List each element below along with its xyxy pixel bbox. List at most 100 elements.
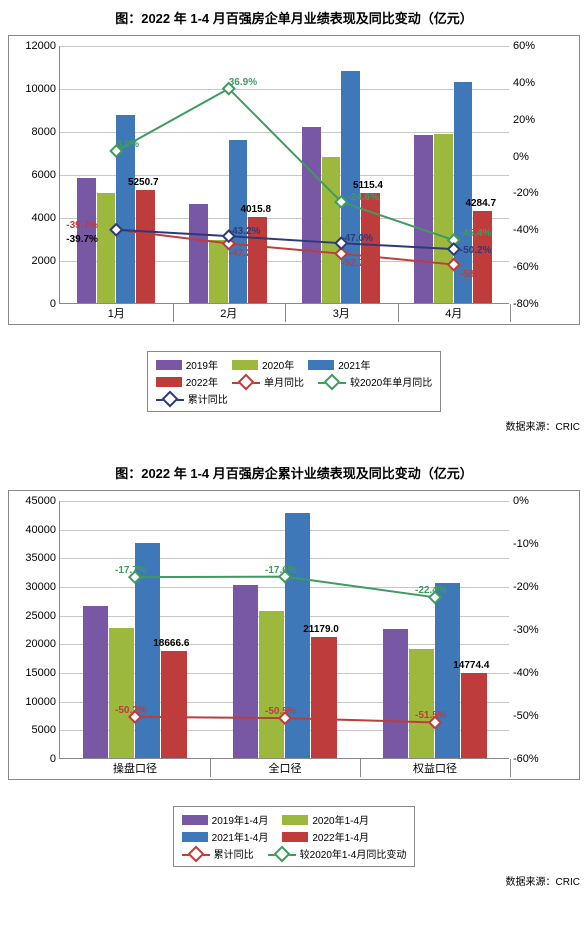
y-right-tick: 0% <box>509 495 529 507</box>
y-left-tick: 45000 <box>25 495 60 507</box>
chart1-container: 0 2000 4000 6000 8000 10000 12000 -80% -60% -40% -… <box>8 35 580 325</box>
line-value-label: -39.7% <box>66 234 98 245</box>
legend-swatch <box>232 360 258 370</box>
legend-item: 累计同比 <box>182 845 254 862</box>
legend-swatch <box>308 360 334 370</box>
y-left-tick: 5000 <box>32 724 60 736</box>
x-tick: 1月 <box>108 303 125 321</box>
line-value-label: -52.7% <box>341 258 373 269</box>
x-tick: 3月 <box>333 303 350 321</box>
y-right-tick: -30% <box>509 624 539 636</box>
chart2-container: 0 5000 10000 15000 20000 25000 30000 35000 40000… <box>8 490 580 780</box>
chart1-block: 图：2022 年 1-4 月百强房企单月业绩表现及同比变动（亿元） 0 2000 4… <box>8 8 580 433</box>
chart2-plot: 0500010000150002000025000300003500040000… <box>59 501 509 759</box>
legend-line-swatch <box>232 376 260 388</box>
legend-item: 2022年1-4月 <box>282 828 369 845</box>
x-tick: 操盘口径 <box>113 758 157 776</box>
chart2-legend: 2019年1-4月 2020年1-4月 2021年1-4月 2022年1-4月累计同比… <box>173 806 416 867</box>
legend-label: 2019年1-4月 <box>212 812 269 827</box>
line-value-label: -50.5% <box>265 706 297 717</box>
x-tick: 全口径 <box>269 758 302 776</box>
legend-label: 2019年 <box>186 357 218 372</box>
chart1-source: 数据来源：CRIC <box>8 418 580 433</box>
y-right-tick: 40% <box>509 77 535 89</box>
line-value-label: -43.2% <box>229 226 261 237</box>
legend-item: 2020年1-4月 <box>282 811 369 828</box>
y-left-tick: 12000 <box>25 40 60 52</box>
line-value-label: -39.7% <box>66 220 98 231</box>
legend-line-swatch <box>318 376 346 388</box>
legend-item: 较2020年单月同比 <box>318 373 432 390</box>
legend-swatch <box>282 815 308 825</box>
legend-item: 单月同比 <box>232 373 304 390</box>
y-left-tick: 4000 <box>32 212 60 224</box>
legend-swatch <box>156 360 182 370</box>
legend-label: 2022年 <box>186 374 218 389</box>
legend-line-swatch <box>268 848 296 860</box>
legend-item: 2020年 <box>232 356 294 373</box>
legend-item: 2019年1-4月 <box>182 811 269 828</box>
legend-line-swatch <box>182 848 210 860</box>
y-left-tick: 10000 <box>25 83 60 95</box>
y-left-tick: 20000 <box>25 638 60 650</box>
y-right-tick: -50% <box>509 710 539 722</box>
line-value-label: -50.2% <box>115 705 147 716</box>
x-tick: 4月 <box>445 303 462 321</box>
legend-item: 2019年 <box>156 356 218 373</box>
chart1-legend: 2019年 2020年 2021年 2022年 单月同比 较2020年单月同比累计同比 <box>147 351 442 412</box>
x-tick: 权益口径 <box>413 758 457 776</box>
y-left-tick: 25000 <box>25 610 60 622</box>
line-value-label: 36.9% <box>229 77 257 88</box>
y-left-tick: 2000 <box>32 255 60 267</box>
chart2-title: 图：2022 年 1-4 月百强房企累计业绩表现及同比变动（亿元） <box>8 463 580 482</box>
line-value-label: -17.6% <box>265 565 297 576</box>
line-value-label: -22.4% <box>415 585 447 596</box>
legend-swatch <box>182 815 208 825</box>
y-left-tick: 30000 <box>25 581 60 593</box>
y-right-tick: -80% <box>509 298 539 310</box>
y-left-tick: 40000 <box>25 524 60 536</box>
y-left-tick: 35000 <box>25 552 60 564</box>
lines-layer <box>60 46 509 303</box>
legend-label: 累计同比 <box>188 391 228 406</box>
line-value-label: -50.2% <box>460 245 492 256</box>
x-tick: 2月 <box>220 303 237 321</box>
legend-label: 较2020年单月同比 <box>350 374 432 389</box>
legend-swatch <box>156 377 182 387</box>
legend-item: 2021年 <box>308 356 370 373</box>
legend-label: 2022年1-4月 <box>312 829 369 844</box>
y-right-tick: -20% <box>509 187 539 199</box>
y-right-tick: 60% <box>509 40 535 52</box>
y-left-tick: 8000 <box>32 126 60 138</box>
chart1-plot: 020004000600080001000012000-80%-60%-40%-… <box>59 46 509 304</box>
legend-label: 2021年1-4月 <box>212 829 269 844</box>
y-left-tick: 6000 <box>32 169 60 181</box>
legend-swatch <box>182 832 208 842</box>
y-left-tick: 0 <box>50 753 60 765</box>
line-value-label: -17.7% <box>115 565 147 576</box>
legend-item: 较2020年1-4月同比变动 <box>268 845 407 862</box>
y-right-tick: -40% <box>509 667 539 679</box>
chart2-source: 数据来源：CRIC <box>8 873 580 888</box>
line-value-label: 3.0% <box>116 139 139 150</box>
y-right-tick: -60% <box>509 753 539 765</box>
legend-item: 2022年 <box>156 373 218 390</box>
legend-label: 2020年1-4月 <box>312 812 369 827</box>
legend-item: 2021年1-4月 <box>182 828 269 845</box>
y-right-tick: -40% <box>509 224 539 236</box>
legend-line-swatch <box>156 393 184 405</box>
chart1-title: 图：2022 年 1-4 月百强房企单月业绩表现及同比变动（亿元） <box>8 8 580 27</box>
y-right-tick: -60% <box>509 261 539 273</box>
y-left-tick: 0 <box>50 298 60 310</box>
chart2-block: 图：2022 年 1-4 月百强房企累计业绩表现及同比变动（亿元） 0 5000 1… <box>8 463 580 888</box>
legend-item: 累计同比 <box>156 390 228 407</box>
y-right-tick: 0% <box>509 151 529 163</box>
line-value-label: -47.2% <box>229 248 261 259</box>
legend-label: 单月同比 <box>264 374 304 389</box>
y-left-tick: 10000 <box>25 696 60 708</box>
legend-label: 累计同比 <box>214 846 254 861</box>
line-value-label: -51.5% <box>415 710 447 721</box>
line-value-label: -45.4% <box>460 228 492 239</box>
y-right-tick: -10% <box>509 538 539 550</box>
y-left-tick: 15000 <box>25 667 60 679</box>
